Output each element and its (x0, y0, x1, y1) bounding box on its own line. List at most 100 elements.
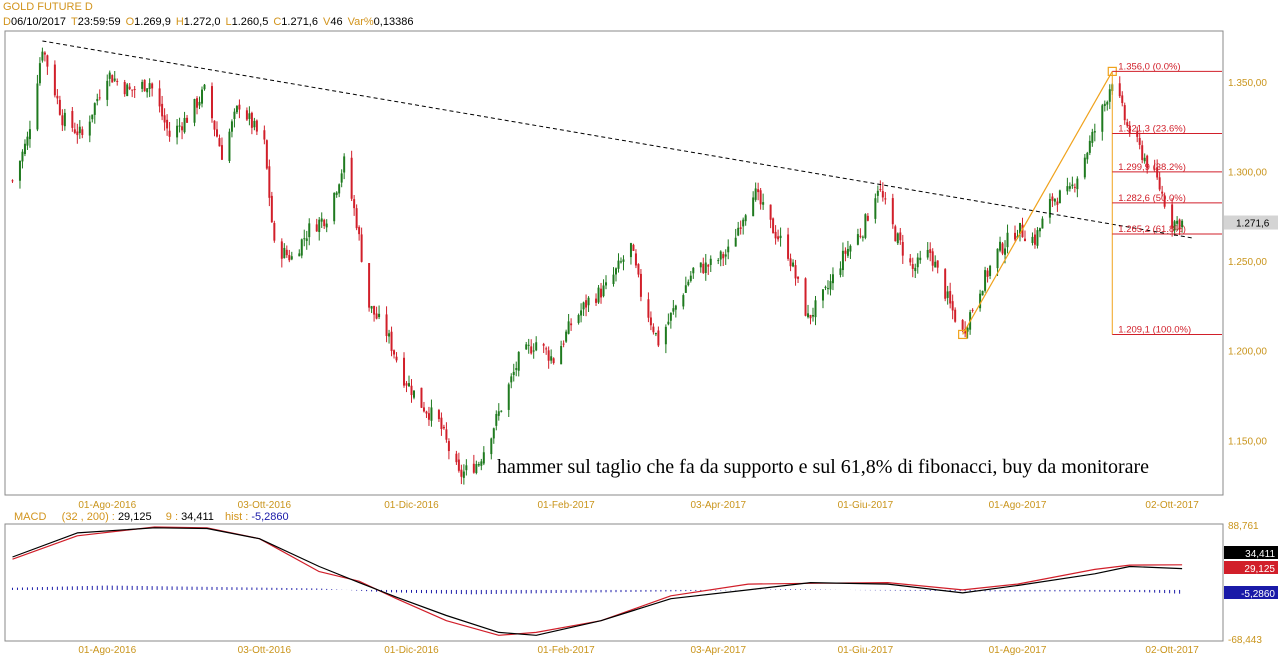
candle-body (649, 317, 652, 326)
candle-body (96, 98, 99, 102)
candle-body (692, 267, 695, 274)
candle-body (512, 371, 515, 376)
candle-body (482, 452, 485, 464)
candle-body (143, 79, 146, 92)
candle-body (263, 130, 266, 140)
candle-body (158, 88, 161, 107)
candle-body (176, 125, 179, 138)
macd-y-max-label: 88,761 (1228, 521, 1259, 532)
candle-body (161, 103, 164, 117)
candle-body (393, 350, 396, 355)
candle-body (325, 223, 328, 228)
candle-body (949, 291, 952, 304)
fib-level-label: 1.356,0 (0.0%) (1118, 61, 1180, 72)
x-tick-label: 02-Ott-2017 (1145, 500, 1199, 511)
candle-body (919, 257, 922, 261)
candle-body (1033, 234, 1036, 245)
quote-key: C (273, 16, 282, 28)
candle-body (412, 390, 415, 398)
candle-body (876, 190, 879, 196)
macd-legend: MACD (32 , 200) : 29,125 9 : 34,411 hist… (14, 511, 289, 523)
candle-body (527, 344, 530, 346)
candle-body (350, 157, 353, 199)
candle-body (430, 407, 433, 421)
candle-body (335, 192, 338, 195)
candle-body (1004, 248, 1007, 255)
candle-body (378, 313, 381, 318)
candle-body (1153, 168, 1156, 170)
candle-body (495, 413, 498, 426)
candle-body (21, 151, 24, 162)
fib-level-label: 1.265,2 (61.8%) (1118, 224, 1186, 235)
candle-body (166, 119, 169, 129)
macd-label: MACD (14, 511, 47, 523)
candle-body (1161, 191, 1164, 194)
macd-x-tick-label: 01-Dic-2016 (384, 645, 439, 656)
candle-body (597, 287, 600, 303)
candle-body (148, 83, 151, 89)
candle-body (971, 309, 974, 311)
candle-body (93, 103, 96, 115)
candle-body (966, 327, 969, 332)
candle-body (517, 351, 520, 371)
candle-body (981, 290, 984, 296)
candle-body (98, 97, 101, 99)
candle-body (53, 64, 56, 96)
candle-body (986, 270, 989, 277)
candle-body (762, 202, 765, 205)
candle-body (230, 121, 233, 132)
candle-body (884, 198, 887, 200)
candle-body (909, 258, 912, 263)
macd-value-box-label: 29,125 (1244, 564, 1275, 575)
quote-key: H (175, 16, 184, 28)
candle-body (954, 309, 957, 322)
macd-value-box (1224, 561, 1278, 574)
candle-body (333, 192, 336, 222)
macd-x-tick-label: 01-Feb-2017 (537, 645, 595, 656)
candle-body (340, 173, 343, 183)
candle-body (1056, 201, 1059, 205)
candle-body (123, 82, 126, 95)
macd-value-box-label: 34,411 (1245, 549, 1275, 560)
candle-body (1023, 238, 1026, 242)
candle-body (617, 260, 620, 269)
candle-body (420, 387, 423, 408)
candle-body (944, 269, 947, 299)
candle-body (812, 315, 815, 317)
candle-body (562, 343, 565, 345)
candle-body (567, 321, 570, 334)
candle-body (669, 312, 672, 321)
candle-body (1088, 140, 1091, 153)
macd-value: 29,125 (117, 511, 152, 523)
quote-key: D (3, 16, 11, 28)
candle-body (996, 248, 999, 269)
candle-body (577, 315, 580, 323)
candle-body (442, 426, 445, 429)
candle-body (595, 298, 598, 303)
candle-body (580, 310, 583, 316)
candle-body (1031, 236, 1034, 244)
candle-body (183, 117, 186, 133)
candle-body (181, 126, 184, 131)
macd-panel-frame (4, 523, 1224, 642)
candle-body (881, 191, 884, 198)
candle-body (76, 131, 79, 136)
candle-body (178, 125, 181, 127)
candle-body (839, 268, 842, 275)
candle-body (81, 129, 84, 135)
candle-body (131, 89, 134, 91)
candle-body (88, 121, 91, 136)
candle-body (707, 264, 710, 267)
candle-body (602, 285, 605, 297)
candle-body (427, 413, 430, 420)
candle-body (929, 249, 932, 253)
candle-body (894, 226, 897, 242)
candle-body (320, 218, 323, 222)
candle-body (866, 215, 869, 221)
candle-body (492, 428, 495, 439)
candle-body (288, 255, 291, 261)
candle-body (460, 469, 463, 477)
candle-body (280, 241, 283, 259)
candle-body (709, 258, 712, 265)
